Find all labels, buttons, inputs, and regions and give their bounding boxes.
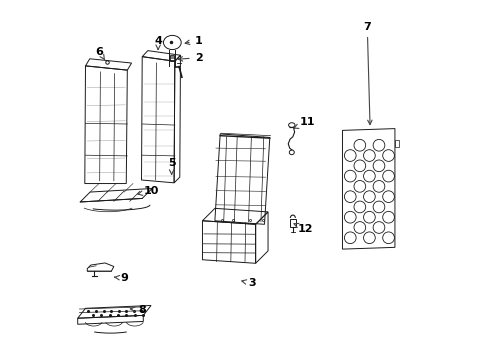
- Bar: [395, 140, 399, 147]
- Text: 2: 2: [178, 53, 202, 63]
- Text: 6: 6: [96, 47, 104, 60]
- Text: 7: 7: [364, 22, 372, 125]
- Text: 1: 1: [185, 36, 202, 46]
- Text: 12: 12: [294, 224, 313, 234]
- Bar: [170, 54, 174, 61]
- Text: 9: 9: [115, 273, 128, 283]
- Text: 5: 5: [168, 158, 175, 174]
- Text: 11: 11: [294, 117, 316, 129]
- Text: 8: 8: [130, 305, 146, 315]
- Bar: [290, 219, 295, 228]
- Text: 3: 3: [242, 279, 256, 288]
- Text: 10: 10: [138, 186, 159, 196]
- Text: 4: 4: [154, 36, 162, 49]
